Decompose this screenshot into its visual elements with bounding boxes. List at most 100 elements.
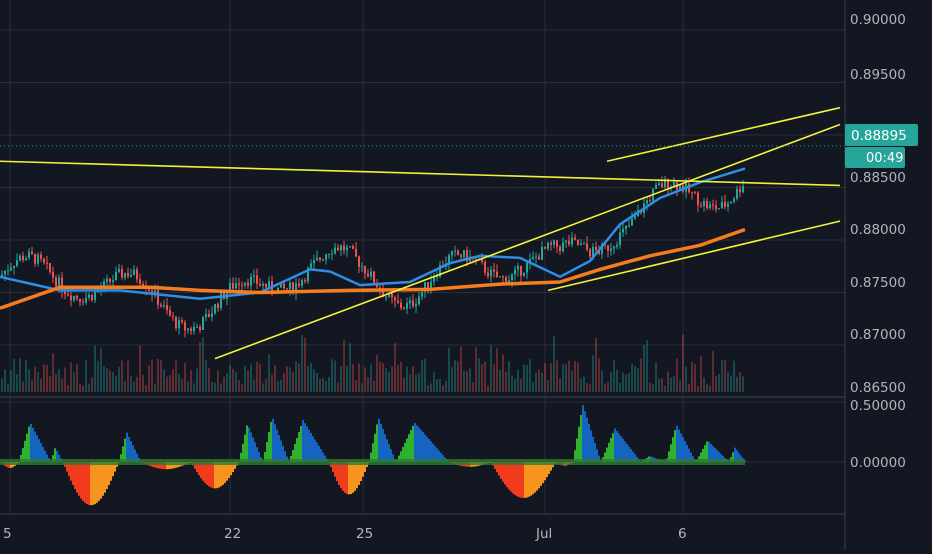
- candle-body: [106, 278, 108, 282]
- volume-bar: [739, 371, 741, 392]
- candle-body: [487, 272, 489, 277]
- volume-bar: [418, 373, 420, 392]
- volume-bar: [313, 369, 315, 392]
- candle-body: [346, 247, 348, 251]
- candle-body: [37, 254, 39, 264]
- volume-bar: [49, 375, 51, 392]
- histogram-bar: [164, 462, 166, 470]
- candle-body: [523, 272, 525, 276]
- histogram-bar: [410, 429, 412, 462]
- histogram-bar: [372, 443, 374, 462]
- candle-body: [160, 304, 162, 307]
- candle-body: [463, 250, 465, 258]
- candle-body: [586, 243, 588, 250]
- histogram-bar: [86, 462, 88, 505]
- volume-bar: [76, 363, 78, 392]
- volume-bar: [109, 370, 111, 392]
- time-axis[interactable]: 5 22 25 Jul 6: [3, 526, 687, 542]
- volume-bar: [28, 369, 30, 392]
- candle-body: [289, 282, 291, 290]
- volume-bar: [544, 363, 546, 392]
- candle-body: [325, 254, 327, 260]
- price-tick-label: 0.88500: [850, 170, 906, 186]
- histogram-bar: [364, 462, 366, 473]
- histogram-bar: [534, 462, 536, 493]
- candle-body: [601, 244, 603, 254]
- histogram-bar: [710, 443, 712, 462]
- candle-body: [244, 282, 246, 286]
- histogram-bar: [586, 417, 588, 462]
- histogram-bar: [124, 438, 126, 462]
- volume-bar: [13, 358, 15, 392]
- volume-bar: [712, 350, 714, 392]
- volume-bar: [637, 368, 639, 392]
- volume-bar: [610, 372, 612, 392]
- candle-body: [625, 225, 627, 230]
- histogram-bar: [706, 441, 708, 462]
- volume-bar: [118, 367, 120, 392]
- histogram-bar: [74, 462, 76, 489]
- volume-bar: [376, 354, 378, 392]
- histogram-bar: [240, 452, 242, 462]
- histogram-bar: [278, 435, 280, 462]
- histogram-bar: [380, 424, 382, 462]
- histogram-bar: [114, 462, 116, 472]
- candle-body: [430, 281, 432, 289]
- volume-bar: [40, 378, 42, 392]
- histogram-bar: [398, 455, 400, 462]
- histogram-bar: [318, 445, 320, 462]
- candle-body: [40, 254, 42, 259]
- histogram-bar: [334, 462, 336, 477]
- histogram-bar: [134, 449, 136, 462]
- histogram-bar: [314, 439, 316, 462]
- time-tick-label: 5: [3, 526, 12, 542]
- oscillator-axis[interactable]: 0.50000 0.00000: [850, 398, 906, 471]
- volume-bar: [697, 385, 699, 392]
- candle-body: [661, 183, 663, 187]
- volume-bar: [409, 374, 411, 392]
- histogram-bar: [340, 462, 342, 489]
- volume-bar: [328, 376, 330, 392]
- volume-bar: [487, 385, 489, 392]
- candle-body: [319, 257, 321, 260]
- histogram-bar: [520, 462, 522, 498]
- volume-bar: [262, 383, 264, 392]
- volume-bar: [466, 371, 468, 392]
- candle-body: [199, 326, 201, 330]
- volume-bar: [436, 379, 438, 392]
- histogram-bar: [402, 447, 404, 462]
- volume-bar: [67, 384, 69, 392]
- candle-body: [580, 243, 582, 245]
- candle-body: [202, 317, 204, 330]
- trendlines[interactable]: [0, 106, 841, 360]
- volume-bar: [688, 383, 690, 392]
- volume-bar: [583, 376, 585, 392]
- histogram-bar: [302, 420, 304, 462]
- volume-bar: [70, 362, 72, 392]
- price-axis[interactable]: 0.90000 0.89500 0.88500 0.88000 0.87500 …: [850, 12, 906, 396]
- volume-bar: [316, 372, 318, 392]
- candle-body: [715, 205, 717, 210]
- oscillator-histogram: [0, 405, 746, 506]
- volume-bar: [103, 366, 105, 392]
- histogram-bar: [230, 462, 232, 476]
- histogram-bar: [580, 414, 582, 462]
- histogram-bar: [592, 436, 594, 462]
- histogram-bar: [532, 462, 534, 495]
- candle-body: [142, 283, 144, 287]
- histogram-bar: [408, 434, 410, 462]
- volume-bar: [670, 377, 672, 392]
- histogram-bar: [346, 462, 348, 495]
- histogram-bar: [432, 443, 434, 462]
- volume-bar: [61, 378, 63, 392]
- volume-bar: [580, 378, 582, 392]
- candle-body: [91, 294, 93, 301]
- volume-bar: [406, 366, 408, 392]
- volume-bar: [106, 368, 108, 392]
- volume-bar: [508, 361, 510, 392]
- candle-body: [589, 249, 591, 257]
- candle-body: [229, 283, 231, 293]
- volume-bar: [343, 339, 345, 392]
